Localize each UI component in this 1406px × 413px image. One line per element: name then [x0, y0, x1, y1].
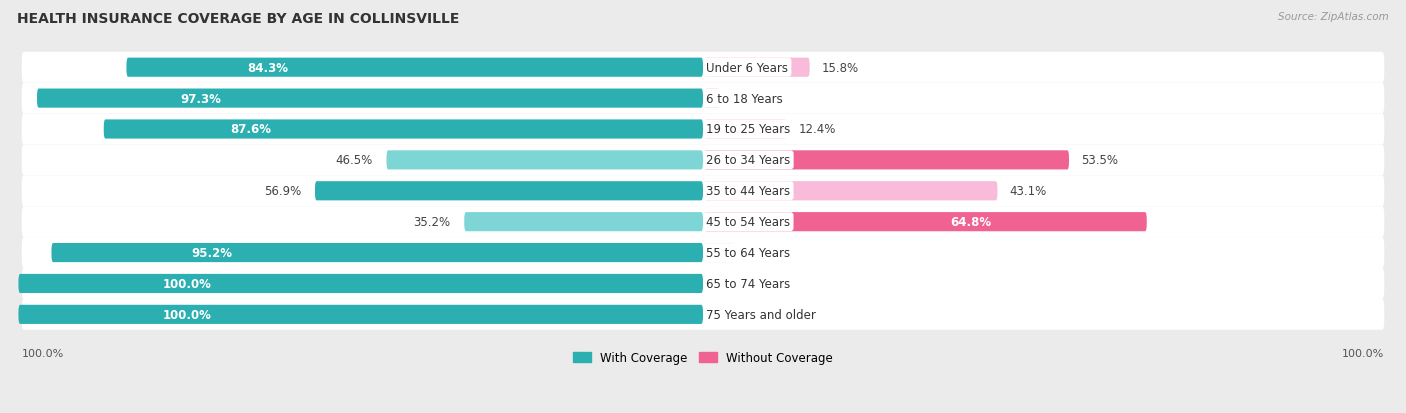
- FancyBboxPatch shape: [21, 145, 1385, 176]
- Text: 2.7%: 2.7%: [733, 93, 762, 105]
- Text: 6 to 18 Years: 6 to 18 Years: [706, 93, 783, 105]
- Text: 100.0%: 100.0%: [1341, 349, 1384, 358]
- Text: 64.8%: 64.8%: [950, 216, 991, 229]
- FancyBboxPatch shape: [704, 89, 720, 108]
- FancyBboxPatch shape: [52, 243, 703, 263]
- Text: 26 to 34 Years: 26 to 34 Years: [706, 154, 790, 167]
- Text: 65 to 74 Years: 65 to 74 Years: [706, 277, 790, 290]
- Text: 55 to 64 Years: 55 to 64 Years: [706, 247, 790, 259]
- FancyBboxPatch shape: [18, 274, 703, 293]
- FancyBboxPatch shape: [127, 59, 703, 78]
- FancyBboxPatch shape: [21, 237, 1385, 268]
- FancyBboxPatch shape: [21, 299, 1385, 330]
- Text: 46.5%: 46.5%: [336, 154, 373, 167]
- Text: 100.0%: 100.0%: [163, 277, 211, 290]
- Text: 75 Years and older: 75 Years and older: [706, 308, 817, 321]
- Text: 84.3%: 84.3%: [247, 62, 288, 74]
- Text: 95.2%: 95.2%: [191, 247, 232, 259]
- FancyBboxPatch shape: [21, 114, 1385, 145]
- Text: Under 6 Years: Under 6 Years: [706, 62, 789, 74]
- Text: 12.4%: 12.4%: [799, 123, 837, 136]
- Text: 0.0%: 0.0%: [713, 277, 742, 290]
- Text: HEALTH INSURANCE COVERAGE BY AGE IN COLLINSVILLE: HEALTH INSURANCE COVERAGE BY AGE IN COLL…: [17, 12, 460, 26]
- FancyBboxPatch shape: [387, 151, 703, 170]
- Text: 87.6%: 87.6%: [231, 123, 271, 136]
- Legend: With Coverage, Without Coverage: With Coverage, Without Coverage: [568, 347, 838, 369]
- FancyBboxPatch shape: [21, 268, 1385, 299]
- FancyBboxPatch shape: [104, 120, 703, 139]
- FancyBboxPatch shape: [18, 305, 703, 324]
- FancyBboxPatch shape: [704, 59, 810, 78]
- FancyBboxPatch shape: [21, 52, 1385, 83]
- Text: 35.2%: 35.2%: [413, 216, 450, 229]
- Text: 15.8%: 15.8%: [823, 62, 859, 74]
- FancyBboxPatch shape: [464, 213, 703, 232]
- Text: 35 to 44 Years: 35 to 44 Years: [706, 185, 790, 198]
- Text: 45 to 54 Years: 45 to 54 Years: [706, 216, 790, 229]
- Text: 100.0%: 100.0%: [22, 349, 65, 358]
- FancyBboxPatch shape: [37, 89, 703, 108]
- FancyBboxPatch shape: [704, 151, 1069, 170]
- Text: 43.1%: 43.1%: [1010, 185, 1047, 198]
- FancyBboxPatch shape: [21, 207, 1385, 237]
- FancyBboxPatch shape: [21, 83, 1385, 114]
- FancyBboxPatch shape: [704, 213, 1147, 232]
- Text: 97.3%: 97.3%: [180, 93, 221, 105]
- Text: 100.0%: 100.0%: [163, 308, 211, 321]
- Text: Source: ZipAtlas.com: Source: ZipAtlas.com: [1278, 12, 1389, 22]
- Text: 0.0%: 0.0%: [713, 308, 742, 321]
- Text: 19 to 25 Years: 19 to 25 Years: [706, 123, 790, 136]
- FancyBboxPatch shape: [21, 176, 1385, 207]
- Text: 53.5%: 53.5%: [1081, 154, 1118, 167]
- FancyBboxPatch shape: [704, 243, 735, 263]
- Text: 4.9%: 4.9%: [747, 247, 778, 259]
- FancyBboxPatch shape: [704, 182, 997, 201]
- Text: 56.9%: 56.9%: [264, 185, 301, 198]
- FancyBboxPatch shape: [704, 120, 786, 139]
- FancyBboxPatch shape: [315, 182, 703, 201]
